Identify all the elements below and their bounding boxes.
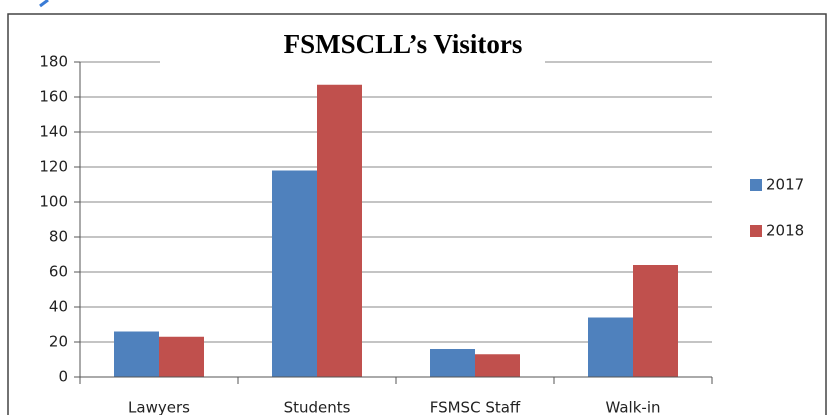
y-tick-label: 0 — [58, 368, 68, 386]
y-tick-label: 40 — [49, 298, 68, 316]
x-tick-label: Walk-in — [605, 399, 660, 415]
y-tick-label: 80 — [49, 228, 68, 246]
bar — [430, 349, 475, 377]
legend-label: 2017 — [766, 176, 804, 194]
x-tick-label: FSMSC Staff — [430, 399, 521, 415]
bar — [272, 170, 317, 377]
y-tick-label: 60 — [49, 263, 68, 281]
y-tick-label: 100 — [39, 193, 68, 211]
bar — [633, 265, 678, 377]
y-tick-label: 140 — [39, 123, 68, 141]
y-tick-label: 20 — [49, 333, 68, 351]
legend-label: 2018 — [766, 222, 804, 240]
legend-swatch — [750, 225, 762, 237]
x-tick-label: Students — [284, 399, 351, 415]
x-tick-label: Lawyers — [128, 399, 190, 415]
bar — [475, 354, 520, 377]
decoration — [39, 0, 49, 8]
y-tick-label: 180 — [39, 53, 68, 71]
chart-title: FSMSCLL’s Visitors — [284, 29, 523, 59]
title-background — [160, 30, 545, 70]
y-tick-label: 120 — [39, 158, 68, 176]
bar — [317, 84, 362, 377]
y-tick-label: 160 — [39, 88, 68, 106]
bar — [588, 317, 633, 377]
legend-swatch — [750, 179, 762, 191]
bar — [114, 331, 159, 377]
bar — [159, 336, 204, 377]
